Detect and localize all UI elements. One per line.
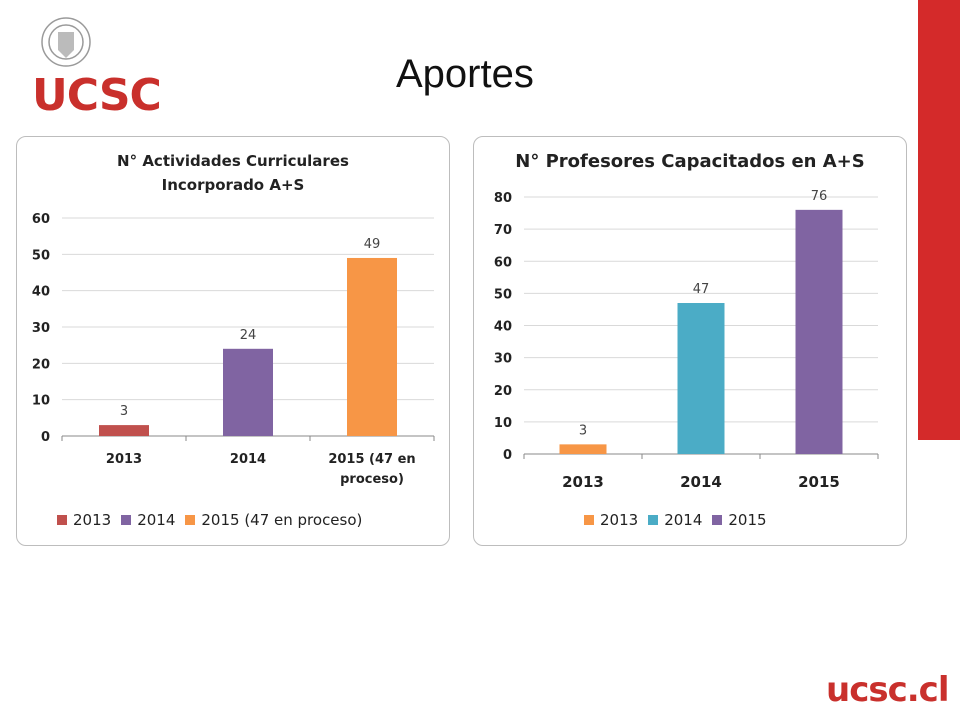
legend-item: 2015 (47 en proceso) — [185, 511, 362, 529]
y-tick-label: 60 — [494, 255, 512, 270]
legend-label: 2013 — [600, 511, 639, 529]
chart-title-line: N° Profesores Capacitados en A+S — [515, 151, 865, 172]
chart-legend-profesores: 2013 2014 2015 — [584, 511, 767, 529]
x-tick-label: 2014 — [680, 473, 722, 491]
chart-panel-actividades: N° Actividades Curriculares Incorporado … — [16, 136, 450, 546]
x-tick-label: 2015 (47 en — [328, 452, 415, 467]
y-tick-label: 0 — [503, 448, 512, 463]
bar — [559, 444, 607, 454]
university-crest-logo — [41, 17, 91, 67]
chart-title-line: Incorporado A+S — [161, 176, 305, 194]
bar — [347, 257, 397, 436]
chart-title-actividades: N° Actividades Curriculares Incorporado … — [17, 149, 449, 197]
legend-label: 2014 — [137, 511, 176, 529]
data-label: 47 — [693, 282, 710, 297]
x-tick-label: 2013 — [106, 452, 142, 467]
legend-label: 2014 — [664, 511, 703, 529]
legend-swatch — [57, 515, 67, 525]
chart-legend-actividades: 2013 2014 2015 (47 en proceso) — [57, 511, 362, 529]
data-label: 3 — [579, 423, 587, 438]
chart-panel-profesores: N° Profesores Capacitados en A+S 0 10 20 30… — [473, 136, 907, 546]
ucsc-url-logo: ucsc.cl — [826, 670, 949, 710]
y-tick-label: 60 — [32, 212, 50, 227]
legend-item: 2015 — [712, 511, 767, 529]
y-tick-label: 50 — [494, 287, 512, 302]
y-tick-label: 20 — [494, 384, 512, 399]
chart-title-profesores: N° Profesores Capacitados en A+S — [474, 149, 906, 175]
bar — [677, 303, 725, 454]
data-label: 49 — [364, 237, 381, 252]
legend-swatch — [185, 515, 196, 525]
y-tick-label: 30 — [32, 321, 50, 336]
bar — [99, 425, 149, 436]
y-tick-label: 70 — [494, 223, 512, 238]
red-side-bar — [918, 0, 960, 440]
bar-chart-actividades: 0 10 20 30 40 50 60 3 2013 24 2014 49 2015 (47 en pro… — [32, 212, 435, 487]
legend-label: 2015 — [728, 511, 767, 529]
legend-item: 2013 — [57, 511, 111, 529]
y-tick-label: 40 — [494, 320, 512, 335]
legend-item: 2014 — [121, 511, 175, 529]
legend-swatch — [712, 515, 723, 525]
legend-label: 2013 — [73, 511, 112, 529]
bar — [795, 209, 843, 454]
legend-swatch — [648, 515, 659, 525]
bar-chart-profesores: 0 10 20 30 40 50 60 70 80 3 2013 47 2014 76 2015 — [494, 189, 879, 491]
y-tick-label: 80 — [494, 191, 512, 206]
x-tick-label: 2013 — [562, 473, 604, 491]
y-tick-label: 10 — [32, 394, 50, 409]
legend-item: 2014 — [648, 511, 702, 529]
y-tick-label: 40 — [32, 285, 50, 300]
data-label: 3 — [120, 404, 128, 419]
chart-title-line: N° Actividades Curriculares — [117, 152, 349, 170]
legend-label: 2015 (47 en proceso) — [201, 511, 363, 529]
y-tick-label: 10 — [494, 416, 512, 431]
page-title: Aportes — [396, 52, 534, 96]
y-tick-label: 30 — [494, 352, 512, 367]
y-tick-label: 50 — [32, 248, 50, 263]
data-label: 76 — [811, 189, 828, 204]
bar — [223, 348, 273, 436]
x-tick-label: 2014 — [230, 452, 266, 467]
ucsc-logo-text: UCSC — [32, 70, 162, 121]
legend-swatch — [584, 515, 594, 525]
legend-item: 2013 — [584, 511, 638, 529]
y-tick-label: 20 — [32, 357, 50, 372]
x-tick-label: 2015 — [798, 473, 840, 491]
y-tick-label: 0 — [41, 430, 50, 445]
x-tick-label: proceso) — [340, 472, 404, 487]
data-label: 24 — [240, 328, 257, 343]
legend-swatch — [121, 515, 132, 525]
